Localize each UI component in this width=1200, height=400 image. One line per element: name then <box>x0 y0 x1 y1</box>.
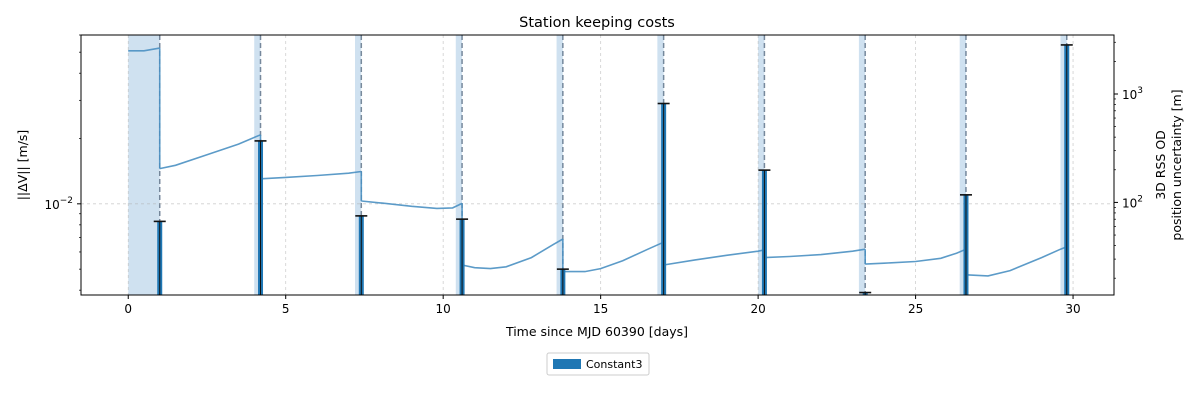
burn-window-span <box>758 35 765 295</box>
right-y-tick-exponent: 2 <box>1137 194 1143 204</box>
uncertainty-lines <box>128 47 1068 277</box>
x-tick-label: 10 <box>436 302 451 316</box>
left-y-tick-base: 10 <box>44 198 59 212</box>
burn-window-span <box>959 35 966 295</box>
legend-box <box>546 352 650 376</box>
uncertainty-line <box>965 246 1068 277</box>
burn-window-span <box>254 35 261 295</box>
legend-swatch <box>553 359 581 369</box>
burn-window-span <box>657 35 664 295</box>
right-y-axis-label-line1: 3D RSS OD <box>1153 130 1168 200</box>
right-y-tick-label: 102 <box>1122 194 1143 210</box>
x-tick-label: 0 <box>124 302 132 316</box>
x-axis-label: Time since MJD 60390 [days] <box>505 324 688 339</box>
burn-window-span <box>1060 35 1067 295</box>
burn-window-span <box>354 35 362 295</box>
uncertainty-line <box>562 241 664 273</box>
bar-series <box>153 44 1073 295</box>
left-y-axis-ticks: 10−2 <box>44 34 81 291</box>
uncertainty-line <box>128 47 160 52</box>
x-tick-label: 5 <box>282 302 290 316</box>
legend: Constant3 <box>546 352 650 376</box>
x-axis-ticks: 0 5 10 15 20 25 30 <box>124 295 1081 316</box>
left-y-axis-label: ||ΔV|| [m/s] <box>15 130 30 201</box>
uncertainty-line <box>461 238 564 270</box>
uncertainty-line <box>361 200 463 210</box>
right-y-tick-base: 10 <box>1122 88 1137 102</box>
uncertainty-line <box>764 248 866 259</box>
chart-title: Station keeping costs <box>519 15 675 31</box>
right-y-tick-label: 103 <box>1122 86 1143 102</box>
left-y-tick-label: 10−2 <box>44 196 73 212</box>
plot-frame <box>80 34 1115 296</box>
left-y-tick-exponent: −2 <box>60 196 73 206</box>
uncertainty-line <box>260 170 362 180</box>
grid-lines <box>81 35 1114 295</box>
burn-window-span <box>128 35 160 295</box>
uncertainty-line <box>865 248 967 265</box>
burn-window-spans <box>128 35 1068 295</box>
legend-label: Constant3 <box>586 358 642 371</box>
right-y-tick-exponent: 3 <box>1137 86 1143 96</box>
burn-window-span <box>858 35 866 295</box>
uncertainty-line <box>159 134 261 170</box>
burn-window-span <box>556 35 563 295</box>
x-tick-label: 30 <box>1065 302 1080 316</box>
x-tick-label: 15 <box>593 302 608 316</box>
burn-window-span <box>455 35 463 295</box>
x-tick-label: 25 <box>908 302 923 316</box>
right-y-tick-base: 10 <box>1122 196 1137 210</box>
x-tick-label: 20 <box>750 302 765 316</box>
right-y-axis-label-line2: position uncertainty [m] <box>1169 89 1184 240</box>
uncertainty-line <box>663 249 765 266</box>
